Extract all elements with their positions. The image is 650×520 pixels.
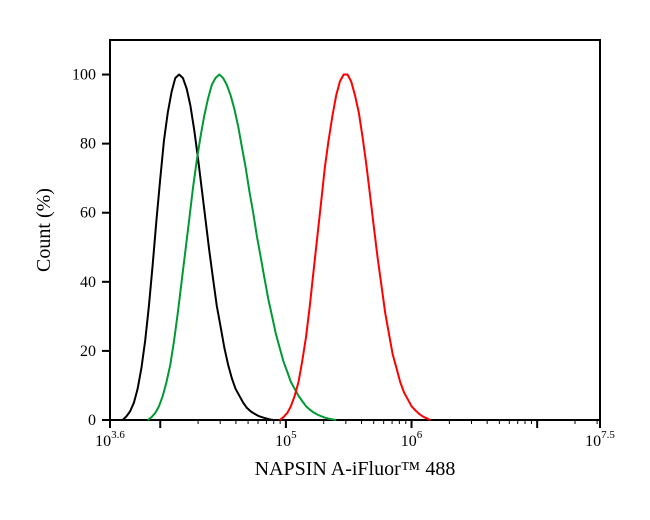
chart-container: 0 20 40 60 80 100 103.6 105 106 107.5 Count (%) NAP… [0, 0, 650, 520]
flow-cytometry-histogram: 0 20 40 60 80 100 103.6 105 106 107.5 Count (%) NAP… [0, 0, 650, 520]
svg-text:105: 105 [275, 429, 297, 450]
svg-text:80: 80 [80, 136, 96, 153]
svg-text:40: 40 [80, 274, 96, 291]
svg-text:100: 100 [72, 67, 96, 84]
svg-text:NAPSIN A-iFluor™ 488: NAPSIN A-iFluor™ 488 [255, 458, 456, 480]
svg-text:107.5: 107.5 [585, 429, 615, 450]
svg-text:103.6: 103.6 [95, 429, 125, 450]
svg-text:106: 106 [401, 429, 423, 450]
svg-text:60: 60 [80, 205, 96, 222]
svg-text:0: 0 [88, 412, 96, 429]
svg-text:20: 20 [80, 343, 96, 360]
svg-text:Count (%): Count (%) [33, 188, 55, 272]
